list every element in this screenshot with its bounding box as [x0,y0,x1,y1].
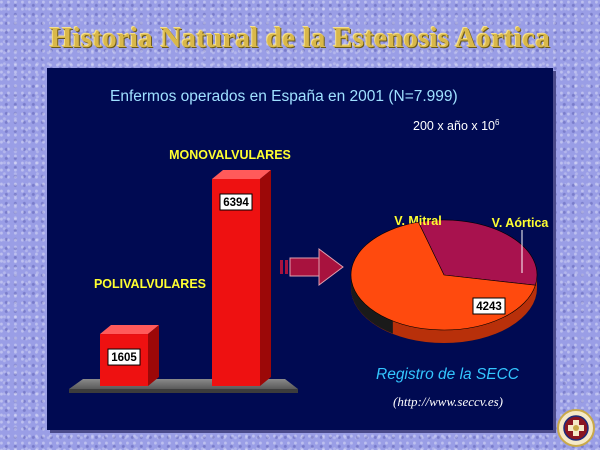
pie-slice-shape [417,219,538,286]
pie-value-text: 4243 [476,301,502,313]
bar-top [212,170,271,179]
bar-1: 6394 MONOVALVULARES [169,148,291,386]
bar-value-text: 6394 [223,197,249,209]
slide-title: Historia Natural de la Estenosis Aórtica [49,22,551,54]
pie-category-label: V. Aórtica [492,216,550,230]
unit-label-exponent: 6 [495,118,500,127]
bar-series: 1605 POLIVALVULARES 6394 MONOVALVULARES [94,148,291,386]
bar-0: 1605 POLIVALVULARES [94,277,206,386]
bar-category-label: POLIVALVULARES [94,277,206,291]
source-url[interactable]: (http://www.seccv.es) [393,394,503,409]
chart-panel: Enfermos operados en España en 2001 (N=7… [47,68,553,430]
pie-value-label: 4243 [472,297,506,315]
society-seal-icon [557,409,595,447]
source-label: Registro de la SECC [376,366,520,383]
bar-side [260,170,271,386]
chart-svg: Enfermos operados en España en 2001 (N=7… [69,88,550,409]
unit-label-text: 200 x año x 10 [413,119,495,133]
chart-subtitle: Enfermos operados en España en 2001 (N=7… [110,88,458,105]
right-arrow-icon [280,248,344,286]
pie-slice-1: 4243 V. Aórtica [350,216,550,331]
bar-top [100,325,159,335]
bar-side [148,325,159,386]
bar-front [212,179,260,386]
bar-value-text: 1605 [111,352,137,364]
bar-category-label: MONOVALVULARES [169,148,291,162]
bar-value-label: 1605 [107,348,141,366]
bar-floor-front [69,389,298,393]
bar-value-label: 6394 [219,193,253,211]
unit-label: 200 x año x 106 [413,118,500,133]
